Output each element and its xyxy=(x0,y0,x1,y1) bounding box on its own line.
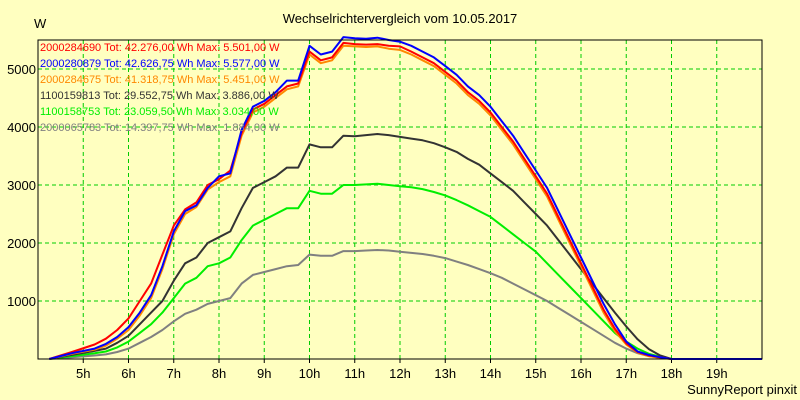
x-tick-label: 9h xyxy=(257,366,271,381)
x-tick-label: 12h xyxy=(389,366,411,381)
y-tick-label: 2000 xyxy=(7,236,36,251)
x-tick-label: 10h xyxy=(299,366,321,381)
x-tick-label: 5h xyxy=(76,366,90,381)
y-tick-label: 5000 xyxy=(7,62,36,77)
series-line-1100159813 xyxy=(49,133,762,360)
x-tick-label: 16h xyxy=(570,366,592,381)
series-line-2000065783 xyxy=(49,249,762,360)
x-tick-label: 13h xyxy=(434,366,456,381)
series-line-2000284690 xyxy=(49,41,762,360)
legend-entry: 1100159813 Tot: 29.552,75 Wh Max: 3.886,… xyxy=(40,90,279,102)
legend-entry: 1100158753 Tot: 23.059,50 Wh Max: 3.034,… xyxy=(40,106,279,118)
legend-entry: 2000284690 Tot: 42.276,00 Wh Max: 5.501,… xyxy=(40,42,280,54)
x-tick-label: 14h xyxy=(480,366,502,381)
grid-lines xyxy=(38,40,762,359)
x-tick-label: 11h xyxy=(344,366,365,381)
y-tick-label: 1000 xyxy=(7,294,36,309)
x-tick-label: 19h xyxy=(706,366,728,381)
x-tick-label: 7h xyxy=(167,366,181,381)
plot-frame xyxy=(37,39,763,360)
y-axis-label: W xyxy=(34,16,47,31)
x-tick-label: 8h xyxy=(212,366,226,381)
legend-entry: 2000284675 Tot: 41.318,75 Wh Max: 5.451,… xyxy=(40,74,280,86)
footer-credit: SunnyReport pinxit xyxy=(687,382,797,397)
tick-labels: 5h 6h 7h 8h 9h 10h 11h 12h 13h 14h 15h 16h 17h 18h 19h… xyxy=(7,62,728,381)
series-line-2000284675 xyxy=(49,44,762,360)
y-tick-label: 3000 xyxy=(7,178,36,193)
x-tick-label: 15h xyxy=(525,366,547,381)
x-tick-label: 17h xyxy=(615,366,637,381)
series-lines xyxy=(49,36,762,360)
x-tick-label: 6h xyxy=(121,366,135,381)
x-tick-label: 18h xyxy=(661,366,683,381)
legend-entry: 2000065783 Tot: 14.397,75 Wh Max: 1.884,… xyxy=(40,122,280,134)
y-tick-label: 4000 xyxy=(7,120,36,135)
chart-title: Wechselrichtervergleich vom 10.05.2017 xyxy=(283,11,518,26)
legend-entry: 2000280879 Tot: 42.626,75 Wh Max: 5.577,… xyxy=(40,58,280,70)
series-line-2000280879 xyxy=(49,36,762,360)
legend: 2000284690 Tot: 42.276,00 Wh Max: 5.501,… xyxy=(40,42,280,134)
series-line-1100158753 xyxy=(49,182,762,360)
axes xyxy=(37,39,763,360)
